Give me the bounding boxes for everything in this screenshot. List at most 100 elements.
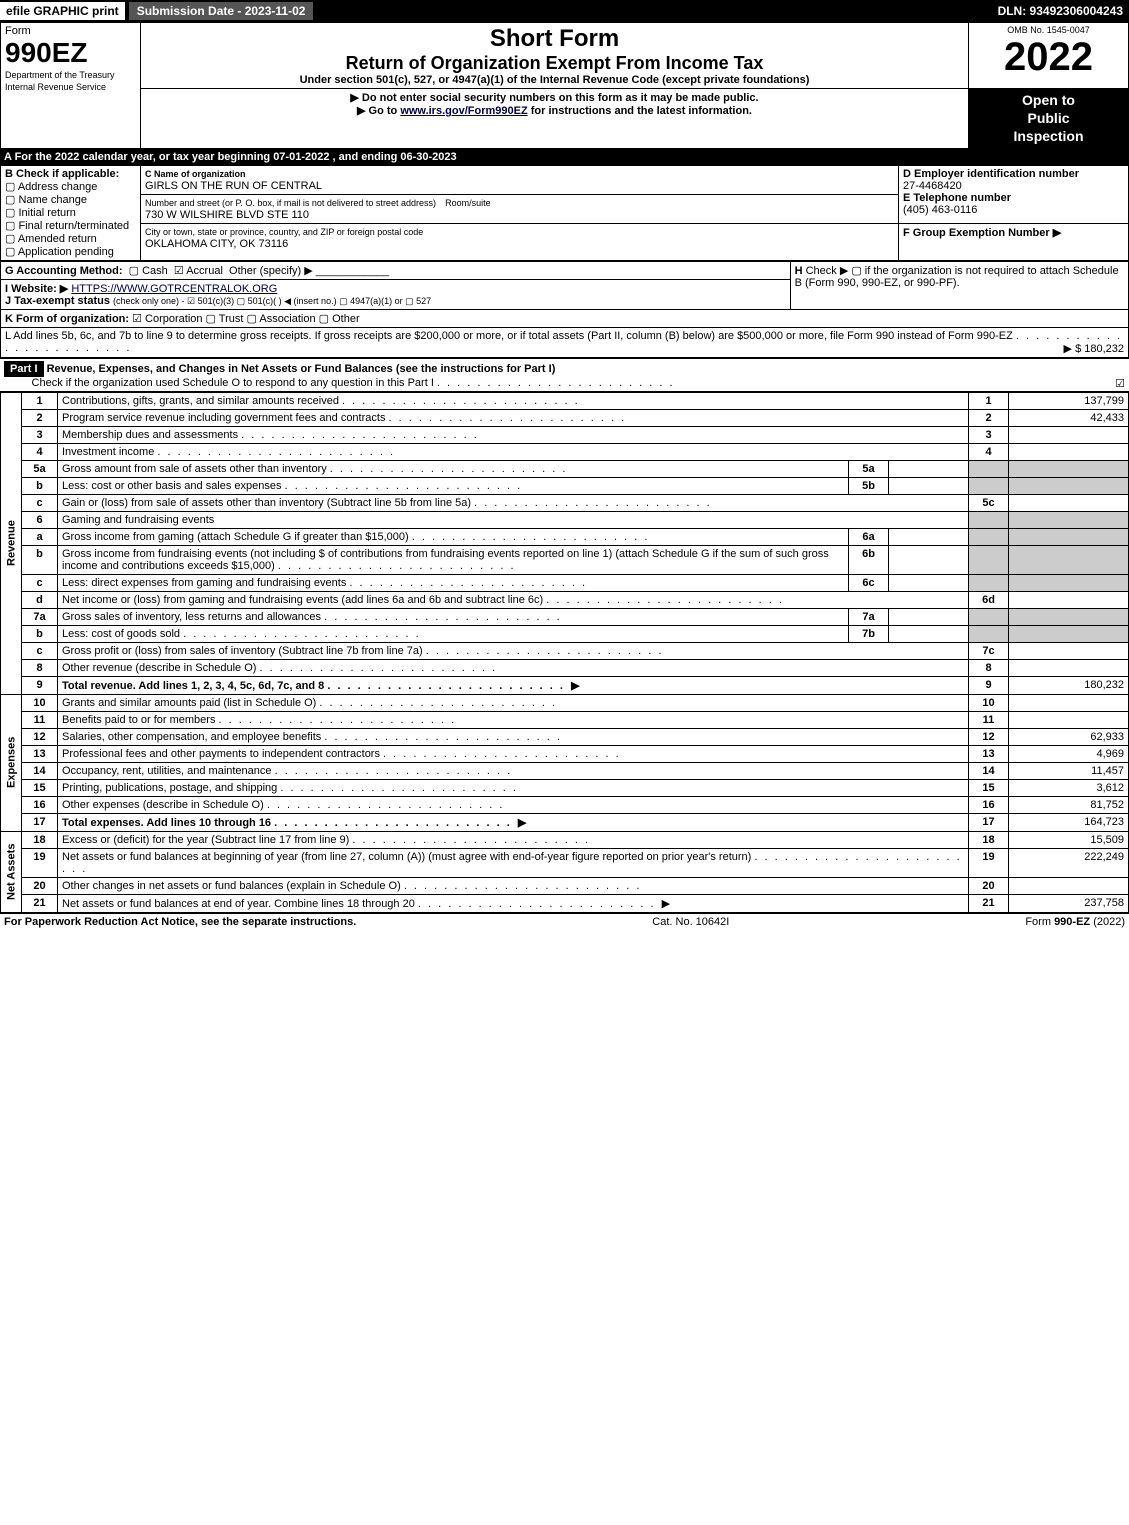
irs-link[interactable]: www.irs.gov/Form990EZ — [400, 105, 527, 117]
line-col: 8 — [969, 659, 1009, 676]
line-col: 16 — [969, 796, 1009, 813]
line-desc: Net assets or fund balances at beginning… — [58, 848, 969, 877]
line-desc: Less: cost or other basis and sales expe… — [58, 477, 849, 494]
line-desc: Gaming and fundraising events — [58, 511, 969, 528]
line-desc: Professional fees and other payments to … — [58, 745, 969, 762]
line-desc: Gross income from fundraising events (no… — [58, 545, 849, 574]
line-desc: Net assets or fund balances at end of ye… — [58, 894, 969, 912]
part1-check: Check if the organization used Schedule … — [32, 377, 434, 389]
website-link[interactable]: HTTPS://WWW.GOTRCENTRALOK.ORG — [71, 283, 277, 295]
part1-checkbox[interactable]: ☑ — [1115, 377, 1125, 390]
mid-amt — [889, 608, 969, 625]
line-col: 4 — [969, 443, 1009, 460]
line-col: 11 — [969, 711, 1009, 728]
line-desc: Salaries, other compensation, and employ… — [58, 728, 969, 745]
amt — [1009, 426, 1129, 443]
amt — [1009, 711, 1129, 728]
chk-address[interactable]: ▢ Address change — [5, 181, 97, 193]
j-label: J Tax-exempt status — [5, 295, 110, 307]
line-col — [969, 528, 1009, 545]
chk-amended[interactable]: ▢ Amended return — [5, 233, 97, 245]
line-col: 9 — [969, 676, 1009, 694]
line-num: 5a — [22, 460, 58, 477]
g-label: G Accounting Method: — [5, 265, 123, 277]
chk-initial[interactable]: ▢ Initial return — [5, 207, 76, 219]
inspect1: Open to — [973, 91, 1124, 109]
g-cash[interactable]: Cash — [142, 265, 168, 277]
section-label: Expenses — [1, 694, 22, 831]
form-word: Form — [5, 25, 31, 37]
part1-title: Revenue, Expenses, and Changes in Net As… — [47, 363, 556, 375]
line-desc: Other changes in net assets or fund bala… — [58, 877, 969, 894]
line-num: 21 — [22, 894, 58, 912]
line-num: 7a — [22, 608, 58, 625]
phone: (405) 463-0116 — [903, 204, 977, 216]
line-desc: Membership dues and assessments — [58, 426, 969, 443]
section-label: Revenue — [1, 392, 22, 694]
line-desc: Contributions, gifts, grants, and simila… — [58, 392, 969, 409]
line-col — [969, 574, 1009, 591]
footer-mid: Cat. No. 10642I — [652, 916, 729, 928]
amt: 137,799 — [1009, 392, 1129, 409]
g-accrual[interactable]: Accrual — [186, 265, 223, 277]
mid-label: 6b — [849, 545, 889, 574]
line-col: 5c — [969, 494, 1009, 511]
chk-name[interactable]: ▢ Name change — [5, 194, 87, 206]
street: 730 W WILSHIRE BLVD STE 110 — [145, 209, 309, 221]
amt — [1009, 460, 1129, 477]
box-b-label: B Check if applicable: — [5, 168, 119, 180]
amt — [1009, 443, 1129, 460]
part1-label: Part I — [4, 361, 44, 377]
amt — [1009, 625, 1129, 642]
line-num: b — [22, 477, 58, 494]
amt: 11,457 — [1009, 762, 1129, 779]
footer-left: For Paperwork Reduction Act Notice, see … — [4, 916, 356, 928]
line-num: 10 — [22, 694, 58, 711]
line-desc: Gross income from gaming (attach Schedul… — [58, 528, 849, 545]
g-other[interactable]: Other (specify) ▶ — [229, 265, 313, 277]
mid-amt — [889, 528, 969, 545]
ssn-warning: ▶ Do not enter social security numbers o… — [145, 91, 964, 104]
mid-label: 7a — [849, 608, 889, 625]
room-label: Room/suite — [445, 198, 491, 208]
line-num: 17 — [22, 813, 58, 831]
mid-label: 7b — [849, 625, 889, 642]
section-label: Net Assets — [1, 831, 22, 912]
line-num: 16 — [22, 796, 58, 813]
header-block: Form 990EZ Department of the Treasury In… — [0, 22, 1129, 149]
e-label: E Telephone number — [903, 192, 1011, 204]
amt — [1009, 877, 1129, 894]
goto-prefix: ▶ Go to — [357, 105, 400, 117]
line-col: 2 — [969, 409, 1009, 426]
inspect3: Inspection — [973, 127, 1124, 145]
line-col: 14 — [969, 762, 1009, 779]
line-num: c — [22, 642, 58, 659]
amt: 15,509 — [1009, 831, 1129, 848]
l-amt: ▶ $ 180,232 — [1064, 342, 1124, 355]
amt — [1009, 659, 1129, 676]
line-col: 17 — [969, 813, 1009, 831]
chk-pending[interactable]: ▢ Application pending — [5, 246, 114, 258]
mid-label: 5b — [849, 477, 889, 494]
footer: For Paperwork Reduction Act Notice, see … — [0, 913, 1129, 930]
amt — [1009, 545, 1129, 574]
line-num: 11 — [22, 711, 58, 728]
line-desc: Investment income — [58, 443, 969, 460]
mid-amt — [889, 460, 969, 477]
line-num: a — [22, 528, 58, 545]
line-col — [969, 625, 1009, 642]
line-col — [969, 477, 1009, 494]
mid-amt — [889, 477, 969, 494]
line-desc: Gross profit or (loss) from sales of inv… — [58, 642, 969, 659]
line-desc: Excess or (deficit) for the year (Subtra… — [58, 831, 969, 848]
amt: 62,933 — [1009, 728, 1129, 745]
k-label: K Form of organization: — [5, 313, 129, 325]
line-num: b — [22, 545, 58, 574]
line-col: 3 — [969, 426, 1009, 443]
chk-final[interactable]: ▢ Final return/terminated — [5, 220, 129, 232]
city: OKLAHOMA CITY, OK 73116 — [145, 238, 288, 250]
amt — [1009, 608, 1129, 625]
line-desc: Gross sales of inventory, less returns a… — [58, 608, 849, 625]
section-a: A For the 2022 calendar year, or tax yea… — [0, 149, 1129, 165]
line-num: c — [22, 494, 58, 511]
